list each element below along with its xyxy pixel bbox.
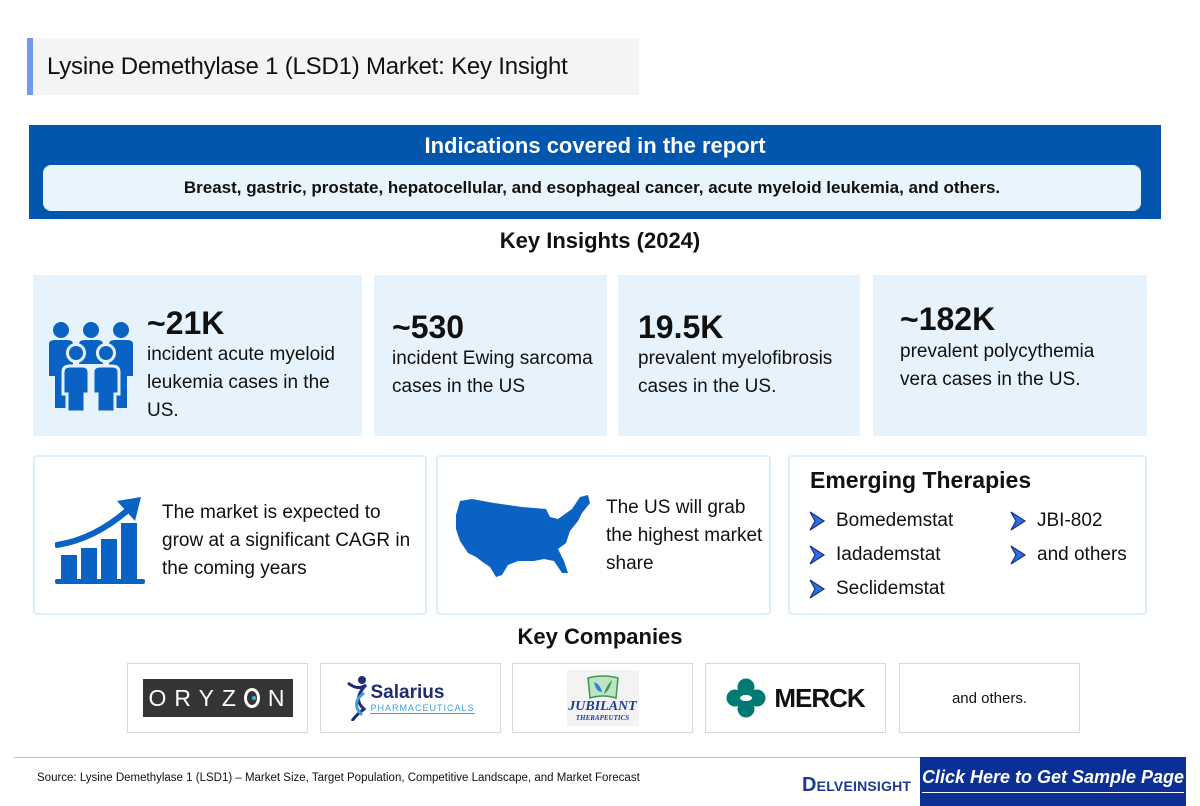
people-group-icon	[49, 322, 133, 412]
stat-value: 19.5K	[638, 309, 724, 345]
stat-card-myelofibrosis: 19.5K prevalent myelofibrosis cases in t…	[618, 275, 860, 436]
chevron-right-icon	[1010, 511, 1027, 531]
stat-card-polycythemia: ~182K prevalent polycythemia vera cases …	[873, 275, 1147, 436]
salarius-logo: Salarius PHARMACEUTICALS	[346, 675, 475, 721]
growth-chart-icon	[55, 497, 145, 584]
stat-card-aml: ~21K incident acute myeloid leukemia cas…	[33, 275, 362, 436]
therapy-item: JBI-802	[1009, 510, 1102, 532]
emerging-therapies-card: Emerging Therapies Bomedemstat Iadademst…	[788, 455, 1147, 615]
logo-jubilant: JUBILANT THERAPEUTICS	[512, 663, 693, 733]
stat-value: ~21K	[147, 305, 225, 341]
others-text: and others.	[951, 689, 1028, 707]
therapy-item: Iadademstat	[808, 544, 941, 566]
us-share-card: The US will grab the highest market shar…	[436, 455, 771, 615]
therapy-item: and others	[1009, 544, 1127, 566]
stat-description: incident acute myeloid leukemia cases in…	[147, 344, 335, 421]
market-growth-text: The market is expected to grow at a sign…	[162, 502, 411, 579]
stat-value: ~530	[392, 309, 465, 345]
get-sample-page-button[interactable]: Click Here to Get Sample Page	[920, 757, 1186, 806]
chevron-right-icon	[809, 511, 826, 531]
therapy-item: Bomedemstat	[808, 510, 953, 532]
title-bar: Lysine Demethylase 1 (LSD1) Market: Key …	[27, 38, 639, 95]
emerging-therapies-heading: Emerging Therapies	[810, 467, 1032, 493]
logo-others: and others.	[899, 663, 1080, 733]
market-growth-card: The market is expected to grow at a sign…	[33, 455, 427, 615]
indications-heading: Indications covered in the report	[424, 133, 766, 158]
butterfly-book-icon	[586, 675, 619, 699]
delveinsight-logo: D ELVEINSIGHT	[802, 774, 912, 796]
logo-oryzon: ORYZ N	[127, 663, 308, 733]
indications-text: Breast, gastric, prostate, hepatocellula…	[43, 165, 1141, 211]
chevron-right-icon	[809, 579, 826, 599]
jubilant-logo: JUBILANT THERAPEUTICS	[566, 670, 639, 726]
dna-figure-icon	[347, 676, 368, 721]
merck-logo: MERCK	[726, 678, 866, 718]
chevron-right-icon	[1010, 545, 1027, 565]
chevron-right-icon	[809, 545, 826, 565]
page-title: Lysine Demethylase 1 (LSD1) Market: Key …	[47, 52, 568, 80]
stat-description: prevalent myelofibrosis cases in the US.	[638, 348, 833, 397]
logo-salarius: Salarius PHARMACEUTICALS	[320, 663, 501, 733]
stat-value: ~182K	[900, 301, 996, 337]
key-companies-heading: Key Companies	[517, 624, 683, 649]
us-map-icon	[456, 495, 590, 577]
footer-divider	[14, 757, 1186, 758]
source-text: Source: Lysine Demethylase 1 (LSD1) – Ma…	[37, 772, 640, 784]
logo-merck: MERCK	[705, 663, 886, 733]
therapy-item: Seclidemstat	[808, 578, 945, 600]
stat-card-ewing: ~530 incident Ewing sarcoma cases in the…	[374, 275, 607, 436]
stat-description: prevalent polycythemia vera cases in the…	[900, 341, 1095, 390]
merck-symbol-icon	[726, 678, 766, 718]
oryzon-logo: ORYZ N	[142, 679, 293, 717]
key-insights-heading: Key Insights (2024)	[499, 228, 701, 253]
stat-description: incident Ewing sarcoma cases in the US	[392, 348, 593, 397]
us-share-text: The US will grab the highest market shar…	[606, 497, 763, 574]
indications-panel: Indications covered in the report Breast…	[29, 125, 1161, 219]
